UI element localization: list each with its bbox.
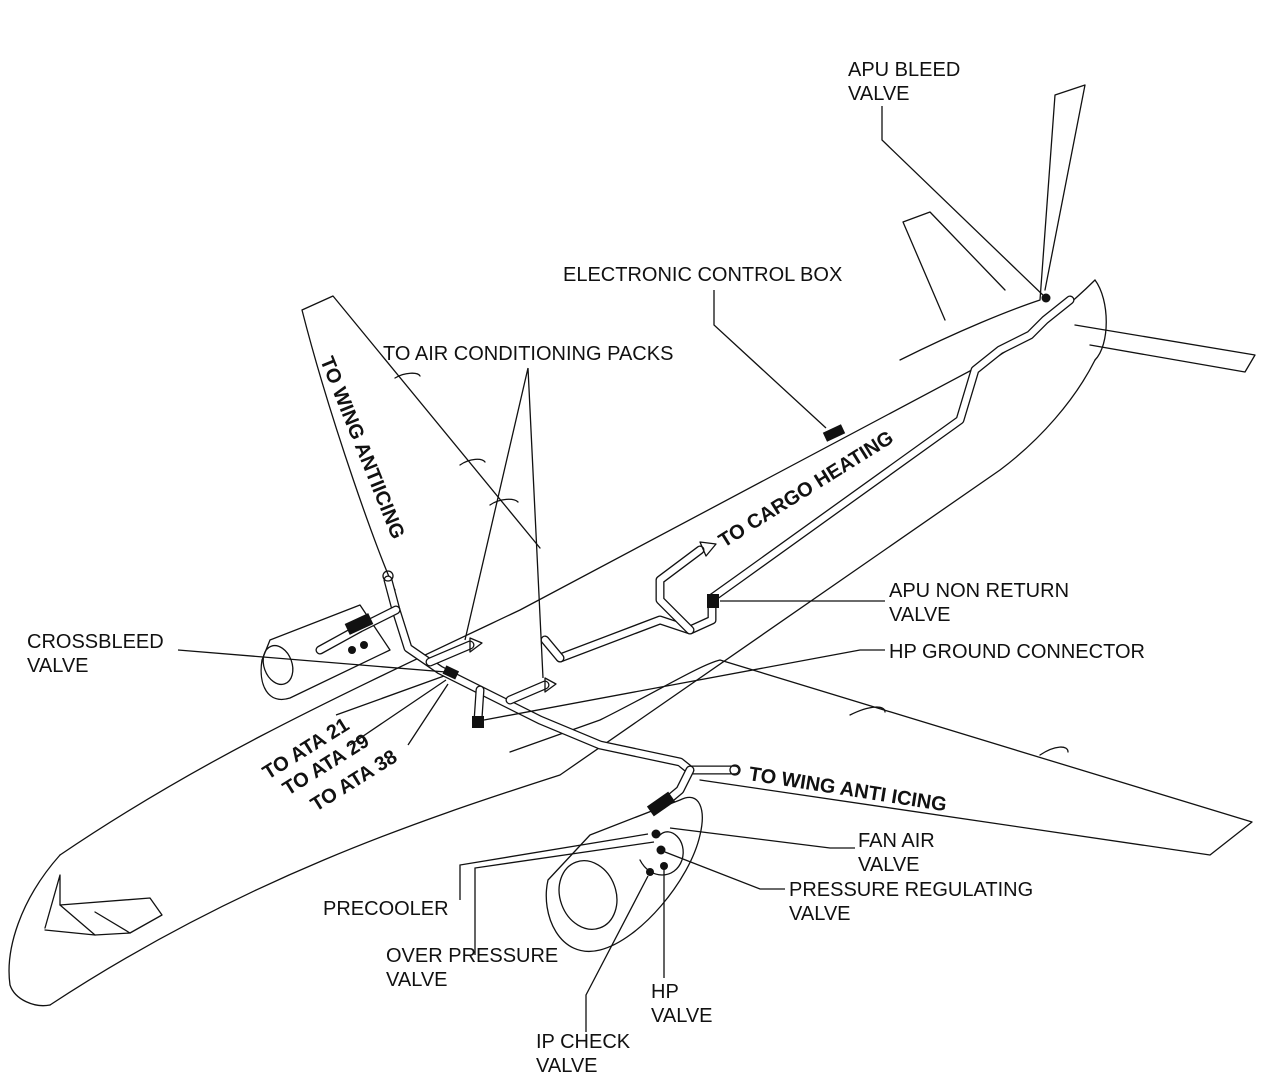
right-precooler-body: [646, 791, 676, 817]
ip-check-valve-label: IP CHECK VALVE: [536, 1031, 636, 1077]
aircraft-outline: [8, 84, 1256, 1007]
apu-non-return-valve-label: APU NON RETURN VALVE: [889, 580, 1075, 626]
hp-ground-connector-body: [472, 716, 484, 728]
crossbleed-valve-label: CROSSBLEED VALVE: [27, 631, 169, 677]
apu-non-return-valve-body: [707, 594, 719, 608]
ip-check-valve-body: [646, 868, 654, 876]
pressure-regulating-valve-body: [656, 845, 666, 855]
leader-lines: [177, 106, 1047, 1032]
crossbleed-valve-body: [442, 665, 460, 680]
fan-air-valve-body: [651, 829, 661, 839]
electronic-control-box-label: ELECTRONIC CONTROL BOX: [563, 264, 842, 286]
fan-air-valve-label: FAN AIR VALVE: [858, 830, 940, 876]
left-precooler-body: [344, 613, 374, 635]
labels: APU BLEED VALVE ELECTRONIC CONTROL BOX T…: [27, 59, 1145, 1077]
over-pressure-valve-label: OVER PRESSURE VALVE: [386, 945, 564, 991]
hp-valve-body: [660, 862, 668, 870]
hp-valve-label: HP VALVE: [651, 981, 713, 1027]
to-wing-antiicing-left-label: TO WING ANTIICING: [315, 354, 408, 543]
bleed-ducts: [315, 295, 1075, 810]
to-air-conditioning-packs-label: TO AIR CONDITIONING PACKS: [383, 343, 673, 365]
to-wing-anti-icing-right-label: TO WING ANTI ICING: [747, 763, 948, 816]
precooler-label: PRECOOLER: [323, 898, 449, 920]
electronic-control-box-body: [822, 424, 846, 442]
flow-arrows: [382, 541, 741, 776]
apu-bleed-valve-label: APU BLEED VALVE: [848, 59, 966, 105]
pressure-regulating-valve-label: PRESSURE REGULATING VALVE: [789, 879, 1039, 925]
hp-ground-connector-label: HP GROUND CONNECTOR: [889, 641, 1145, 663]
